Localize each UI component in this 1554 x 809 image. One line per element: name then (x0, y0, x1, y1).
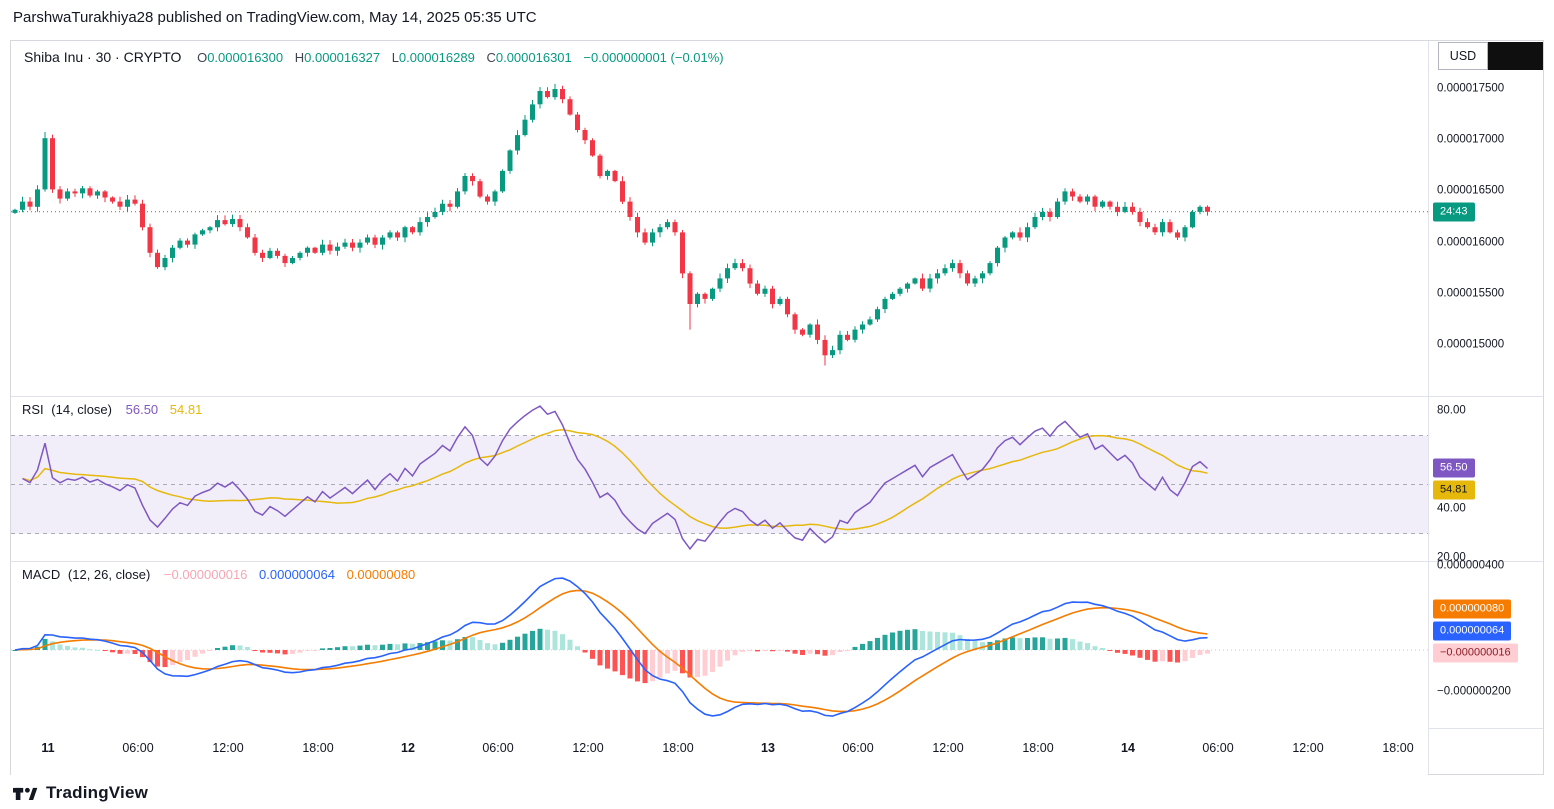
rsi-ma-value-badge: 54.81 (1433, 480, 1475, 500)
pane-divider[interactable] (11, 561, 1543, 562)
axis-tick-label: −0.000000200 (1437, 685, 1511, 698)
footer-bar: TradingView (13, 780, 148, 806)
axis-tick-label: 0.000017500 (1437, 82, 1505, 95)
time-axis-label: 13 (761, 741, 775, 755)
time-axis-label: 12 (401, 741, 415, 755)
rsi-value-badge: 56.50 (1433, 458, 1475, 478)
price-scale-corner-box (1488, 42, 1543, 70)
ohlc-low-value: 0.000016289 (398, 50, 475, 65)
time-axis-label: 18:00 (1382, 741, 1414, 755)
currency-usd-button[interactable]: USD (1438, 42, 1488, 70)
symbol-legend: Shiba Inu · 30 · CRYPTO O0.000016300 H0.… (24, 49, 724, 65)
chart-widget: Shiba Inu · 30 · CRYPTO O0.000016300 H0.… (10, 40, 1544, 775)
macd-title[interactable]: MACD (22, 567, 61, 582)
time-axis-label: 06:00 (842, 741, 874, 755)
tradingview-logo-icon[interactable] (13, 783, 39, 804)
rsi-title[interactable]: RSI (22, 402, 44, 417)
tradingview-brand-link[interactable]: TradingView (46, 783, 149, 802)
symbol-title[interactable]: Shiba Inu · 30 · CRYPTO (24, 49, 182, 65)
macd-line-badge: 0.000000064 (1433, 621, 1512, 641)
time-axis-label: 12:00 (212, 741, 244, 755)
ohlc-open-value: 0.000016300 (207, 50, 284, 65)
axis-tick-label: 0.000015500 (1437, 287, 1505, 300)
ohlc-high-value: 0.000016327 (304, 50, 381, 65)
axis-tick-label: 20.00 (1437, 551, 1466, 564)
publish-info-text: ParshwaTurakhiya28 published on TradingV… (13, 9, 537, 26)
axis-tick-label: 0.000000400 (1437, 559, 1505, 572)
axis-tick-label: 0.000017000 (1437, 133, 1505, 146)
rsi-ma-current-value: 54.81 (169, 402, 203, 417)
pane-divider[interactable] (11, 396, 1543, 397)
axis-tick-label: 40.00 (1437, 502, 1466, 515)
macd-params: (12, 26, close) (67, 567, 151, 582)
macd-hist-badge: −0.000000016 (1433, 643, 1518, 663)
time-axis-label: 18:00 (302, 741, 334, 755)
time-axis-label: 11 (41, 741, 55, 755)
macd-line-current-value: 0.000000064 (259, 567, 335, 582)
candlestick-pane[interactable] (11, 41, 1428, 396)
rsi-params: (14, close) (51, 402, 112, 417)
macd-signal-current-value: 0.00000080 (346, 567, 416, 582)
axis-tick-label: 0.000015000 (1437, 338, 1505, 351)
axis-tick-label: 80.00 (1437, 404, 1466, 417)
ohlc-low-label: L (391, 50, 399, 65)
axis-tick-label: 0.000016000 (1437, 235, 1505, 248)
rsi-current-value: 56.50 (125, 402, 159, 417)
time-axis-label: 06:00 (1202, 741, 1234, 755)
time-axis-label: 18:00 (1022, 741, 1054, 755)
time-axis-label: 12:00 (932, 741, 964, 755)
ohlc-close-label: C (486, 50, 496, 65)
price-scale-header: USD (1438, 42, 1543, 70)
macd-pane[interactable] (11, 561, 1428, 728)
time-axis[interactable]: 11 06:00 12:00 18:00 12 06:00 12:00 18:00 13 06:0… (11, 728, 1428, 775)
time-axis-label: 12:00 (572, 741, 604, 755)
macd-legend: MACD (12, 26, close) −0.000000016 0.0000… (22, 567, 415, 582)
time-axis-label: 14 (1121, 741, 1135, 755)
time-axis-label: 12:00 (1292, 741, 1324, 755)
bar-countdown-badge: 24:43 (1433, 202, 1475, 222)
rsi-legend: RSI (14, close) 56.50 54.81 (22, 402, 202, 417)
time-axis-label: 06:00 (122, 741, 154, 755)
ohlc-open-label: O (197, 50, 208, 65)
ohlc-change-value: −0.000000001 (−0.01%) (583, 50, 724, 65)
publish-header: ParshwaTurakhiya28 published on TradingV… (13, 9, 537, 26)
ohlc-close-value: 0.000016301 (495, 50, 572, 65)
macd-hist-current-value: −0.000000016 (163, 567, 248, 582)
ohlc-high-label: H (294, 50, 305, 65)
price-scale-divider (1428, 41, 1429, 774)
macd-signal-badge: 0.000000080 (1433, 599, 1512, 619)
axis-tick-label: 0.000016500 (1437, 184, 1505, 197)
time-axis-label: 06:00 (482, 741, 514, 755)
rsi-pane[interactable] (11, 396, 1428, 561)
time-axis-label: 18:00 (662, 741, 694, 755)
